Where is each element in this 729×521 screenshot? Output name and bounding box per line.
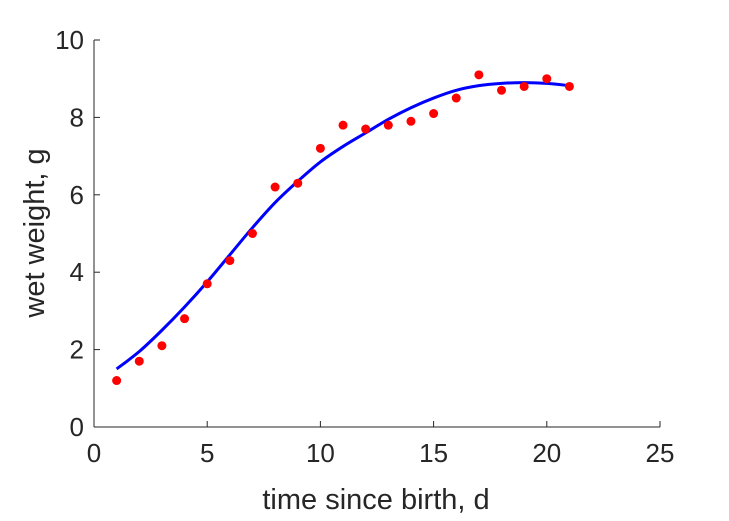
data-point [406,116,416,126]
y-tick-label: 10 [55,25,84,55]
y-tick-label: 0 [70,412,84,442]
y-tick-label: 4 [70,257,84,287]
data-point [474,70,484,80]
data-point [497,85,507,95]
data-point [134,356,144,366]
data-point [564,81,574,91]
y-tick-label: 6 [70,180,84,210]
data-point [157,341,167,351]
data-point [451,93,461,103]
fit-curve [115,81,570,371]
y-tick-label: 8 [70,102,84,132]
data-point [112,376,122,386]
y-axis-title: wet weight, g [19,148,51,318]
x-ticks: 0 5 10 15 20 25 [87,421,675,468]
x-tick-label: 10 [306,438,335,468]
data-point [202,279,212,289]
data-point [270,182,280,192]
data-point [338,120,348,130]
x-tick-label: 15 [419,438,448,468]
data-point [315,143,325,153]
points-layer [112,70,574,386]
fit-layer [115,81,570,371]
x-tick-label: 20 [532,438,561,468]
x-tick-label: 25 [646,438,675,468]
data-point [225,256,235,266]
data-point [293,178,303,188]
x-tick-label: 0 [87,438,101,468]
x-tick-label: 5 [200,438,214,468]
data-point [361,124,371,134]
y-ticks: 0 2 4 6 8 10 [55,25,100,442]
y-tick-label: 2 [70,335,84,365]
x-axis-title: time since birth, d [262,484,489,516]
data-point [383,120,393,130]
data-point [542,74,552,84]
data-point [180,314,190,324]
data-point [247,229,257,238]
data-point [429,109,439,119]
axes [93,40,660,428]
data-point [519,81,529,91]
